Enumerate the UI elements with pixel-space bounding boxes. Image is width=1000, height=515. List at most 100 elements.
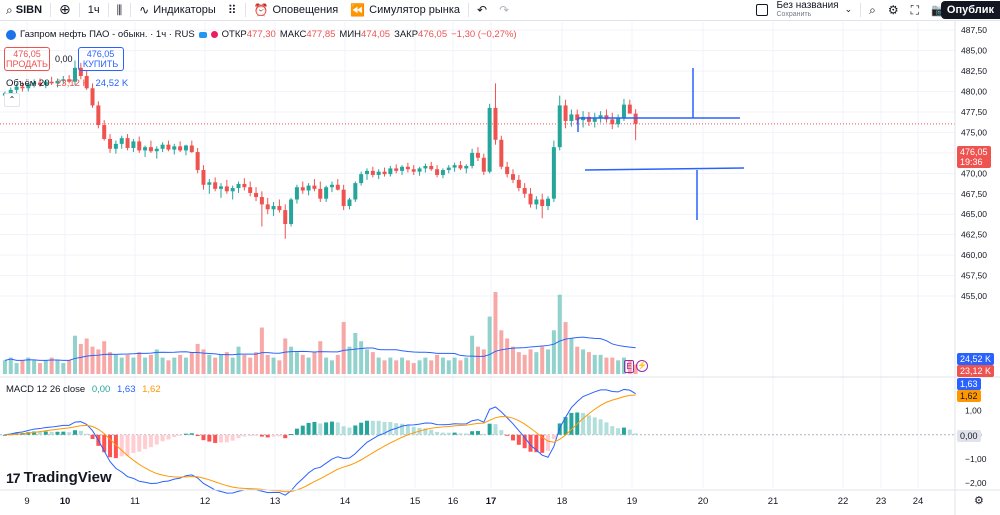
macd-hist-bar — [283, 434, 288, 439]
macd-hist-bar — [464, 433, 469, 435]
replay-label: Симулятор рынка — [369, 4, 461, 16]
sell-button[interactable]: 476,05 ПРОДАТЬ — [4, 47, 50, 71]
settings-button[interactable]: ⚙ — [882, 0, 905, 20]
time-tick-label: 15 — [410, 496, 421, 507]
search-icon: ⌕ — [6, 2, 13, 17]
instrument-name[interactable]: Газпром нефть ПАО - обыкн. · 1ч · RUS — [20, 29, 195, 40]
candle-body — [67, 79, 72, 82]
undo-icon: ↶ — [477, 3, 488, 17]
compare-button[interactable]: ⊕ — [53, 0, 77, 20]
signal-tag: 1,62 — [957, 390, 981, 402]
macd-hist-bar — [341, 426, 346, 435]
layout-button[interactable]: Без названия Сохранить ⌄ — [750, 0, 858, 20]
indicators-icon: ∿ — [139, 3, 150, 17]
macd-hist-bar — [511, 434, 515, 441]
fullscreen-button[interactable]: ⛶ — [905, 0, 925, 20]
undo-button[interactable]: ↶ — [471, 0, 493, 20]
macd-legend[interactable]: MACD 12 26 close 0,00 1,63 1,62 — [6, 384, 161, 395]
macd-hist-bar — [592, 417, 597, 435]
candle-body — [540, 199, 545, 207]
quick-search-button[interactable]: ⌕ — [863, 0, 882, 20]
volume-bar — [108, 352, 113, 374]
replay-button[interactable]: ⏪ Симулятор рынка — [344, 0, 466, 20]
candle-body — [627, 104, 632, 114]
volume-bar — [335, 354, 340, 374]
volume-bar — [388, 357, 393, 374]
volume-bar — [423, 357, 428, 374]
candle-body — [113, 143, 118, 149]
buy-label: КУПИТЬ — [82, 59, 119, 69]
volume-bar — [131, 357, 136, 374]
volume-bar — [306, 357, 311, 374]
candle-body — [265, 204, 270, 210]
axis-settings-button[interactable]: ⚙ — [974, 494, 984, 507]
macd-hist-bar — [137, 434, 142, 452]
volume-bar — [143, 357, 148, 374]
macd-zero-tag: 0,00 — [957, 430, 981, 442]
macd-hist-bar — [248, 434, 253, 436]
volume-bar — [37, 363, 42, 374]
interval-button[interactable]: 1ч — [82, 0, 106, 20]
volume-legend[interactable]: Объём 20 23,12 K 24,52 K — [6, 78, 128, 89]
price-tick-label: 462,50 — [961, 230, 987, 240]
candle-body — [73, 67, 77, 82]
lightning-icon[interactable]: ⚡ — [636, 360, 648, 372]
volume-bar — [207, 354, 212, 374]
templates-button[interactable]: ⠿ — [222, 0, 243, 20]
publish-button[interactable]: Опублик — [940, 1, 1000, 19]
volume-bar — [522, 354, 527, 374]
macd-hist-bar — [335, 422, 340, 435]
volume-bar — [359, 341, 364, 374]
symbol-search-button[interactable]: ⌕ SIBN — [0, 0, 48, 20]
volume-bar — [429, 360, 434, 374]
volume-pane — [2, 292, 638, 374]
candle-body — [289, 199, 294, 225]
macd-hist-bar — [131, 434, 136, 453]
earnings-marker-icon[interactable]: E — [624, 360, 635, 373]
chart-type-button[interactable]: ⫼ — [111, 0, 129, 20]
candle-body — [84, 75, 89, 89]
candle-body — [592, 117, 597, 122]
candle-body — [312, 185, 317, 189]
close-label: ЗАКР — [394, 29, 419, 40]
last-price-value: 476,05 — [960, 147, 988, 157]
price-tick-label: 485,00 — [961, 46, 987, 56]
candle-body — [382, 171, 387, 175]
macd-hist-bar — [516, 434, 521, 445]
event-markers[interactable]: E ⚡ — [624, 360, 648, 373]
redo-button[interactable]: ↷ — [493, 0, 515, 20]
buy-button[interactable]: 476,05 КУПИТЬ — [77, 47, 124, 71]
candle-body — [201, 170, 206, 185]
volume-bar — [160, 357, 165, 374]
volume-bar — [277, 360, 282, 374]
candle-body — [516, 179, 521, 189]
price-tick-label: 477,50 — [961, 107, 987, 117]
indicators-button[interactable]: ∿ Индикаторы — [133, 0, 222, 20]
volume-bar — [376, 357, 381, 374]
volume-bar — [621, 357, 626, 374]
volume-bar — [487, 316, 492, 374]
macd-tag: 1,63 — [957, 378, 981, 390]
time-tick-label: 9 — [24, 496, 29, 507]
ohlc-open: ОТКР477,30 — [222, 29, 276, 40]
macd-hist-bar — [160, 434, 165, 442]
tradingview-logo[interactable]: 17 TradingView — [6, 469, 112, 486]
price-tick-label: 487,50 — [961, 25, 987, 35]
layout-name: Без названия — [776, 0, 839, 11]
macd-hist-bar — [37, 431, 42, 435]
price-tick-label: 470,00 — [961, 168, 987, 178]
volume-bar — [189, 352, 194, 374]
layout-status: Сохранить — [776, 11, 812, 18]
macd-hist-bar — [365, 420, 369, 435]
volume-bar — [32, 360, 37, 374]
candle-body — [183, 145, 188, 151]
alerts-button[interactable]: ⏰ Оповещения — [248, 0, 345, 20]
drawings[interactable] — [577, 68, 745, 220]
volume-ma-value: 24,52 K — [95, 78, 129, 89]
volume-bar — [329, 360, 334, 374]
macd-tick-label: 1,00 — [965, 406, 982, 416]
collapse-legend-button[interactable]: ⌃ — [4, 93, 20, 107]
macd-hist-bar — [102, 434, 107, 453]
candle-body — [43, 81, 48, 85]
